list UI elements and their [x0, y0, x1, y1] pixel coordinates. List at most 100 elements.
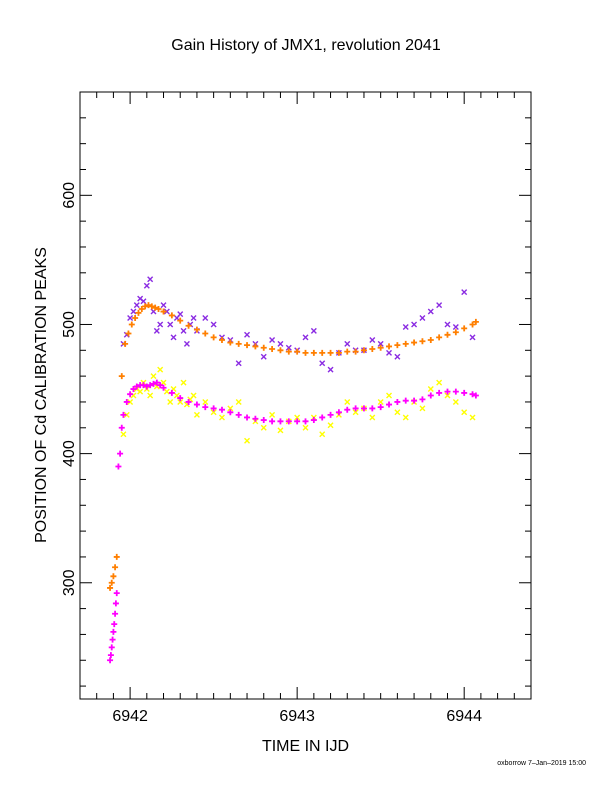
- data-point-series-1: [402, 324, 409, 331]
- chart-title: Gain History of JMX1, revolution 2041: [171, 37, 441, 54]
- data-point-series-2: [173, 392, 180, 399]
- data-point-series-2: [150, 373, 157, 380]
- data-point-series-3: [344, 348, 351, 355]
- data-point-series-3: [394, 342, 401, 349]
- data-point-series-1: [344, 340, 351, 347]
- data-point-series-4: [133, 383, 140, 390]
- data-point-series-2: [402, 414, 409, 421]
- data-point-series-3: [138, 305, 145, 312]
- data-point-series-3: [125, 330, 132, 337]
- data-point-series-1: [411, 321, 418, 328]
- data-point-series-4: [269, 418, 276, 425]
- data-point-series-1: [160, 302, 167, 309]
- data-point-series-4: [252, 415, 259, 422]
- data-point-series-4: [193, 401, 200, 408]
- data-point-series-4: [335, 409, 342, 416]
- data-point-series-1: [394, 353, 401, 360]
- data-point-series-1: [269, 336, 276, 343]
- data-point-series-3: [135, 309, 142, 316]
- data-point-series-3: [302, 349, 309, 356]
- data-point-series-4: [127, 391, 134, 398]
- data-point-series-4: [285, 418, 292, 425]
- data-point-series-4: [452, 388, 459, 395]
- data-point-series-3: [252, 343, 259, 350]
- data-point-series-3: [210, 334, 217, 341]
- data-point-series-1: [143, 282, 150, 289]
- data-point-series-3: [436, 334, 443, 341]
- data-point-series-2: [319, 431, 326, 438]
- data-point-series-3: [132, 315, 139, 322]
- data-point-series-4: [260, 417, 267, 424]
- data-point-series-4: [123, 398, 130, 405]
- data-point-series-4: [319, 414, 326, 421]
- data-point-series-2: [163, 388, 170, 395]
- data-point-series-3: [145, 302, 152, 309]
- data-point-series-2: [120, 431, 127, 438]
- data-point-series-4: [160, 384, 167, 391]
- data-point-series-2: [386, 392, 393, 399]
- data-point-series-3: [402, 340, 409, 347]
- data-point-series-1: [157, 321, 164, 328]
- x-tick-label: 6942: [112, 708, 148, 725]
- data-point-series-3: [360, 347, 367, 354]
- data-point-series-4: [113, 590, 120, 597]
- data-point-series-1: [369, 336, 376, 343]
- data-point-series-1: [319, 360, 326, 367]
- data-point-series-3: [128, 321, 135, 328]
- data-point-series-1: [202, 315, 209, 322]
- data-point-series-2: [218, 414, 225, 421]
- data-point-series-3: [142, 303, 149, 310]
- data-point-series-2: [369, 414, 376, 421]
- data-point-series-1: [140, 298, 147, 305]
- data-point-series-3: [386, 343, 393, 350]
- data-point-series-4: [235, 411, 242, 418]
- data-point-series-4: [117, 450, 124, 457]
- data-point-series-4: [386, 401, 393, 408]
- data-point-series-2: [202, 398, 209, 405]
- data-point-series-4: [147, 382, 154, 389]
- data-point-series-2: [277, 427, 284, 434]
- data-point-series-4: [444, 388, 451, 395]
- data-point-series-4: [202, 404, 209, 411]
- data-point-series-3: [294, 348, 301, 355]
- data-point-series-4: [461, 389, 468, 396]
- data-point-series-1: [180, 327, 187, 334]
- data-point-series-2: [193, 411, 200, 418]
- data-point-series-2: [469, 414, 476, 421]
- x-axis-label: TIME IN IJD: [261, 738, 350, 755]
- data-point-series-3: [113, 553, 120, 560]
- data-point-series-3: [168, 312, 175, 319]
- y-tick-label: 300: [61, 569, 78, 596]
- plot-frame: [79, 91, 532, 700]
- data-point-series-2: [294, 414, 301, 421]
- data-point-series-4: [472, 392, 479, 399]
- data-point-series-4: [427, 392, 434, 399]
- data-point-series-1: [235, 360, 242, 367]
- data-point-series-4: [157, 382, 164, 389]
- data-point-series-4: [185, 398, 192, 405]
- data-point-series-4: [109, 636, 116, 643]
- data-point-series-4: [177, 395, 184, 402]
- data-point-series-1: [427, 308, 434, 315]
- data-point-series-2: [427, 386, 434, 393]
- data-point-series-4: [227, 409, 234, 416]
- data-point-series-2: [167, 398, 174, 405]
- data-point-series-3: [244, 342, 251, 349]
- data-point-series-4: [168, 389, 175, 396]
- data-point-series-4: [130, 386, 137, 393]
- data-point-series-4: [277, 418, 284, 425]
- data-point-series-4: [112, 610, 119, 617]
- data-point-series-3: [461, 325, 468, 332]
- data-point-series-3: [202, 330, 209, 337]
- data-point-series-1: [285, 344, 292, 351]
- data-point-series-4: [150, 380, 157, 387]
- data-point-series-4: [394, 398, 401, 405]
- data-point-series-3: [227, 339, 234, 346]
- data-point-series-2: [210, 409, 217, 416]
- data-point-series-1: [260, 353, 267, 360]
- data-point-series-1: [130, 308, 137, 315]
- data-point-series-4: [107, 652, 114, 659]
- data-point-series-1: [277, 340, 284, 347]
- data-point-series-4: [369, 405, 376, 412]
- data-point-series-2: [160, 379, 167, 386]
